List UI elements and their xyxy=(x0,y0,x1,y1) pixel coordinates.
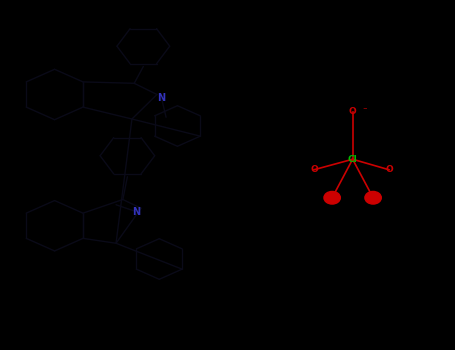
Circle shape xyxy=(365,191,381,204)
Text: Cl: Cl xyxy=(348,155,358,164)
Text: O: O xyxy=(385,165,393,174)
Circle shape xyxy=(324,191,340,204)
Text: O: O xyxy=(349,107,357,117)
Text: O: O xyxy=(310,165,318,174)
Text: N: N xyxy=(157,93,166,103)
Text: N: N xyxy=(132,207,141,217)
Text: $^{-}$: $^{-}$ xyxy=(362,105,369,114)
